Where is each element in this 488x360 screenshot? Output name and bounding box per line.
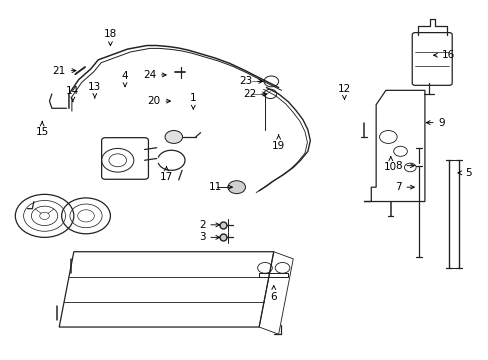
Circle shape	[227, 181, 245, 194]
Text: 11: 11	[208, 182, 232, 192]
Text: 4: 4	[122, 71, 128, 87]
Text: 9: 9	[426, 118, 445, 128]
Text: 23: 23	[238, 76, 262, 86]
Text: 12: 12	[337, 84, 350, 99]
Text: 8: 8	[394, 161, 413, 171]
Text: 24: 24	[142, 70, 166, 80]
Text: 15: 15	[36, 121, 49, 137]
Circle shape	[164, 131, 182, 143]
Text: 13: 13	[88, 82, 101, 98]
Text: 22: 22	[242, 89, 266, 99]
Text: 6: 6	[270, 285, 277, 302]
Text: 3: 3	[198, 232, 219, 242]
Text: 14: 14	[66, 86, 80, 102]
Text: 17: 17	[160, 166, 173, 182]
Text: 19: 19	[271, 135, 285, 150]
Text: 18: 18	[103, 29, 117, 46]
Text: 5: 5	[457, 168, 471, 178]
Text: 10: 10	[384, 157, 397, 172]
Text: 21: 21	[53, 66, 76, 76]
Text: 7: 7	[394, 182, 413, 192]
Text: 2: 2	[198, 220, 219, 230]
Text: 20: 20	[147, 96, 170, 106]
Text: 1: 1	[190, 93, 196, 109]
Text: 16: 16	[433, 50, 454, 60]
